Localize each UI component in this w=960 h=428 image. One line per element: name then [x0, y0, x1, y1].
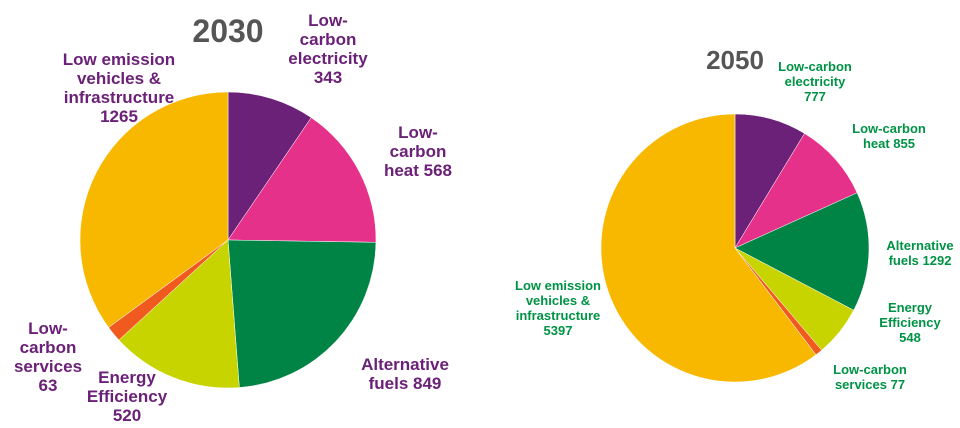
- slice-label-energy-efficiency: Energy Efficiency 520: [87, 368, 168, 425]
- pie-slice-alternative-fuels: [227, 239, 377, 388]
- slice-label-low-carbon-services: Low-carbon services 77: [833, 362, 907, 392]
- slice-label-low-emission-vehicles-infrastructure: Low emission vehicles & infrastructure 1265: [63, 50, 175, 126]
- slice-label-low-carbon-electricity: Low-carbon electricity 343: [288, 11, 368, 87]
- pie-slice-low-carbon-heat: [734, 133, 858, 249]
- slice-label-low-carbon-electricity: Low-carbon electricity 777: [778, 59, 852, 104]
- slice-label-alternative-fuels: Alternative fuels 849: [361, 355, 449, 393]
- slice-label-alternative-fuels: Alternative fuels 1292: [886, 238, 953, 268]
- slice-label-energy-efficiency: Energy Efficiency 548: [879, 300, 941, 345]
- slice-label-low-emission-vehicles-infrastructure: Low emission vehicles & infrastructure 5397: [515, 278, 601, 338]
- slice-label-low-carbon-services: Low-carbon services 63: [14, 319, 82, 395]
- pie-chart-2030: 2030 Low-carbon electricity 343 Low-carbon he…: [14, 11, 452, 425]
- chart-title: 2030: [192, 13, 263, 49]
- slice-label-low-carbon-heat: Low-carbon heat 855: [852, 121, 926, 151]
- pie-slice-low-carbon-heat: [227, 117, 377, 243]
- pie-slice-alternative-fuels: [734, 192, 870, 311]
- pie-slice-energy-efficiency: [118, 239, 240, 389]
- chart-title: 2050: [706, 45, 764, 75]
- pie-slice-low-carbon-electricity: [227, 91, 312, 241]
- pie-slice-low-emission-vehicles-infrastructure: [79, 91, 229, 328]
- pie-slice-low-emission-vehicles-infrastructure: [600, 113, 817, 383]
- slice-label-low-carbon-heat: Low-carbon heat 568: [384, 123, 452, 180]
